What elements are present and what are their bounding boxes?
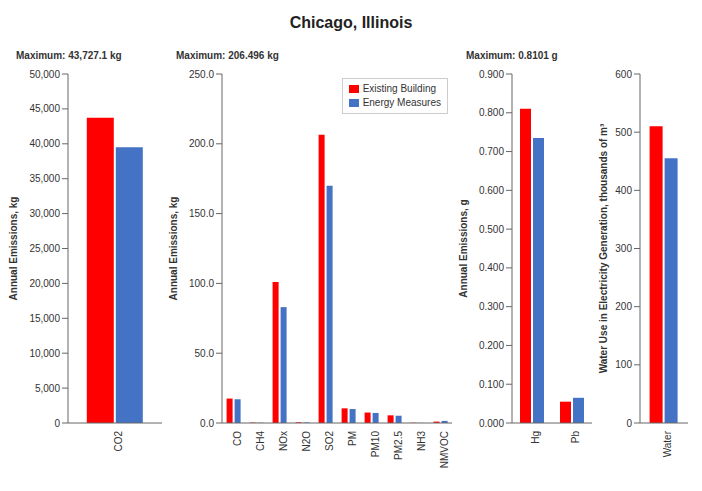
svg-text:5,000: 5,000 xyxy=(35,383,60,394)
svg-text:Water: Water xyxy=(662,430,673,457)
svg-text:Water Use in Electricity Gener: Water Use in Electricity Generation, tho… xyxy=(598,123,609,373)
svg-text:N2O: N2O xyxy=(301,431,312,452)
svg-text:300: 300 xyxy=(615,243,632,254)
svg-text:600: 600 xyxy=(615,69,632,80)
svg-text:40,000: 40,000 xyxy=(29,138,60,149)
svg-text:Annual Emissions, kg: Annual Emissions, kg xyxy=(8,197,19,301)
svg-text:20,000: 20,000 xyxy=(29,278,60,289)
svg-text:400: 400 xyxy=(615,185,632,196)
svg-text:Annual Emissions, g: Annual Emissions, g xyxy=(458,199,469,297)
svg-text:0: 0 xyxy=(626,418,632,429)
svg-text:50.0: 50.0 xyxy=(195,348,215,359)
svg-text:NOx: NOx xyxy=(278,431,289,451)
svg-text:25,000: 25,000 xyxy=(29,243,60,254)
html-text:Chicago, Illinois: Chicago, Illinois xyxy=(289,14,413,31)
svg-text:200.0: 200.0 xyxy=(189,138,214,149)
svg-text:0.200: 0.200 xyxy=(479,340,504,351)
svg-text:500: 500 xyxy=(615,127,632,138)
svg-text:PM10: PM10 xyxy=(370,431,381,458)
svg-text:0.300: 0.300 xyxy=(479,301,504,312)
svg-text:0.400: 0.400 xyxy=(479,262,504,273)
svg-text:150.0: 150.0 xyxy=(189,208,214,219)
svg-text:0.600: 0.600 xyxy=(479,185,504,196)
svg-text:NMVOC: NMVOC xyxy=(439,431,450,468)
svg-text:CO2: CO2 xyxy=(113,431,124,452)
html-text:Maximum: 43,727.1 kg: Maximum: 43,727.1 kg xyxy=(16,50,122,61)
html-text:Existing Building: Existing Building xyxy=(362,83,436,94)
svg-text:Annual Emissions, kg: Annual Emissions, kg xyxy=(168,197,179,301)
svg-text:0.100: 0.100 xyxy=(479,379,504,390)
svg-text:30,000: 30,000 xyxy=(29,208,60,219)
svg-text:250.0: 250.0 xyxy=(189,69,214,80)
svg-text:Pb: Pb xyxy=(570,431,581,444)
svg-text:PM: PM xyxy=(347,431,358,446)
svg-text:CH4: CH4 xyxy=(255,431,266,451)
svg-text:Hg: Hg xyxy=(530,431,541,444)
svg-text:35,000: 35,000 xyxy=(29,173,60,184)
svg-text:0.700: 0.700 xyxy=(479,146,504,157)
html-text:Energy Measures: Energy Measures xyxy=(362,97,441,108)
svg-text:15,000: 15,000 xyxy=(29,313,60,324)
svg-text:10,000: 10,000 xyxy=(29,348,60,359)
svg-text:100: 100 xyxy=(615,359,632,370)
svg-text:0.900: 0.900 xyxy=(479,69,504,80)
svg-text:100.0: 100.0 xyxy=(189,278,214,289)
html-text:Maximum: 206.496 kg: Maximum: 206.496 kg xyxy=(176,50,279,61)
svg-text:CO: CO xyxy=(232,431,243,446)
svg-text:0.0: 0.0 xyxy=(200,418,214,429)
svg-text:45,000: 45,000 xyxy=(29,103,60,114)
svg-text:50,000: 50,000 xyxy=(29,69,60,80)
html-text:Maximum: 0.8101 g: Maximum: 0.8101 g xyxy=(466,50,558,61)
svg-text:0.500: 0.500 xyxy=(479,224,504,235)
svg-text:0.000: 0.000 xyxy=(479,418,504,429)
svg-text:200: 200 xyxy=(615,301,632,312)
svg-text:NH3: NH3 xyxy=(416,431,427,451)
svg-text:0: 0 xyxy=(54,418,60,429)
svg-text:PM2.5: PM2.5 xyxy=(393,431,404,460)
svg-text:SO2: SO2 xyxy=(324,431,335,451)
svg-text:0.800: 0.800 xyxy=(479,107,504,118)
